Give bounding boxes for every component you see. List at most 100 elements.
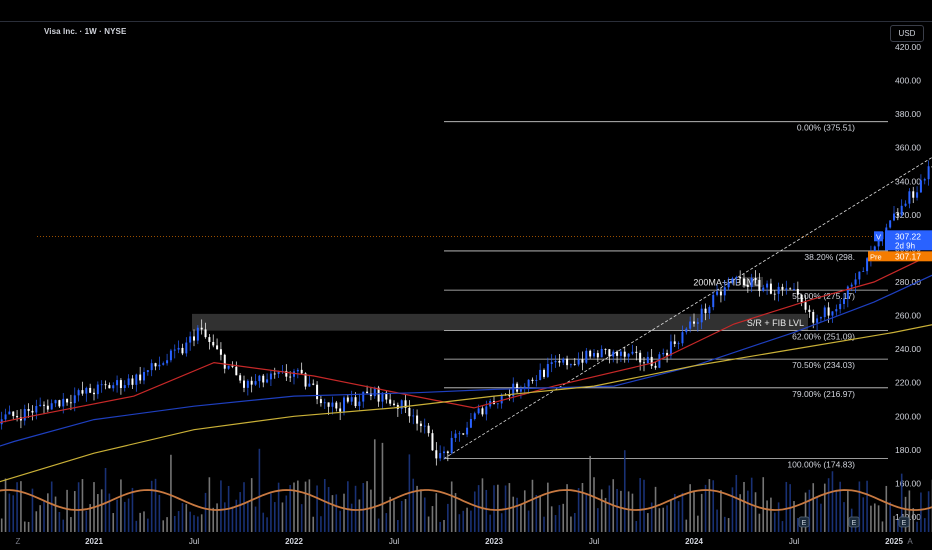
candle-body bbox=[319, 399, 322, 404]
candle-body bbox=[746, 285, 749, 287]
candle-body bbox=[358, 401, 361, 407]
volume-bar bbox=[270, 493, 272, 532]
candle-body bbox=[216, 345, 219, 350]
candle-body bbox=[550, 362, 553, 365]
volume-bar bbox=[300, 504, 303, 532]
volume-bar bbox=[262, 512, 265, 532]
y-tick-label: 220.00 bbox=[895, 378, 921, 388]
candle-body bbox=[850, 284, 853, 287]
volume-bar bbox=[54, 496, 57, 532]
volume-bar bbox=[197, 516, 199, 532]
x-tick-label: 2023 bbox=[485, 537, 503, 546]
candle-body bbox=[900, 205, 903, 216]
candle-body bbox=[8, 411, 11, 415]
candle-body bbox=[393, 403, 395, 405]
candle-body bbox=[169, 350, 172, 361]
earnings-marker[interactable] bbox=[898, 516, 910, 528]
candle-body bbox=[731, 278, 734, 283]
candle-body bbox=[585, 350, 588, 363]
volume-bar bbox=[347, 481, 349, 532]
candle-body bbox=[546, 364, 549, 377]
candle-body bbox=[23, 409, 26, 421]
volume-bar bbox=[247, 502, 249, 532]
volume-bar bbox=[658, 508, 661, 532]
volume-bar bbox=[127, 498, 130, 532]
volume-bar bbox=[454, 493, 457, 532]
volume-bar bbox=[370, 489, 372, 532]
earnings-marker-label: E bbox=[902, 520, 907, 527]
volume-bar bbox=[204, 492, 207, 532]
candle-body bbox=[296, 369, 299, 372]
volume-bar bbox=[339, 510, 341, 532]
candle-body bbox=[193, 336, 195, 341]
candle-body bbox=[769, 283, 772, 294]
moving-average-line bbox=[0, 324, 932, 483]
volume-bar bbox=[900, 473, 903, 532]
volume-bar bbox=[216, 503, 218, 532]
candle-body bbox=[823, 307, 826, 318]
volume-bar bbox=[404, 499, 407, 532]
candle-body bbox=[743, 278, 745, 286]
volume-bar bbox=[143, 511, 145, 532]
candle-body bbox=[866, 258, 869, 272]
volume-bar bbox=[597, 508, 599, 532]
volume-bar bbox=[773, 512, 776, 532]
volume-bar bbox=[189, 511, 191, 532]
volume-bar bbox=[139, 512, 141, 532]
volume-bar bbox=[608, 485, 611, 532]
volume-bar bbox=[470, 510, 472, 532]
volume-bar bbox=[831, 471, 834, 532]
volume-bar bbox=[662, 507, 665, 532]
volume-bar bbox=[327, 487, 330, 532]
volume-bar bbox=[547, 482, 549, 532]
volume-bar bbox=[847, 490, 849, 532]
volume-bar bbox=[193, 515, 195, 532]
candle-body bbox=[662, 352, 665, 355]
earnings-marker[interactable] bbox=[848, 516, 860, 528]
volume-bar bbox=[31, 488, 34, 532]
candle-body bbox=[173, 349, 176, 351]
volume-bar bbox=[297, 480, 299, 532]
volume-bar bbox=[604, 497, 607, 532]
candle-body bbox=[116, 380, 119, 386]
candle-body bbox=[346, 397, 349, 402]
volume-bar bbox=[793, 501, 795, 532]
fib-level-label: 70.50% (234.03) bbox=[792, 360, 855, 370]
volume-bar bbox=[927, 491, 930, 532]
zone-label: S/R + FIB LVL bbox=[747, 318, 804, 328]
y-tick-label: 400.00 bbox=[895, 76, 921, 86]
candle-body bbox=[646, 356, 649, 364]
candle-body bbox=[162, 363, 165, 365]
volume-bar bbox=[173, 515, 176, 532]
candle-body bbox=[54, 400, 57, 404]
earnings-marker[interactable] bbox=[798, 516, 810, 528]
volume-bar bbox=[312, 516, 315, 532]
candle-body bbox=[269, 373, 272, 380]
volume-bar bbox=[308, 479, 311, 532]
volume-bar bbox=[354, 485, 357, 532]
volume-bar bbox=[208, 477, 211, 532]
candle-body bbox=[377, 387, 380, 402]
fib-level-label: 38.20% (298. bbox=[804, 252, 855, 262]
candle-body bbox=[681, 332, 684, 344]
volume-bar bbox=[235, 499, 238, 532]
candle-body bbox=[343, 397, 345, 412]
volume-bar bbox=[462, 510, 465, 532]
x-tick-label: 2024 bbox=[685, 537, 703, 546]
pre-price-tag bbox=[888, 251, 932, 262]
volume-bar bbox=[350, 503, 353, 532]
candle-body bbox=[46, 405, 49, 410]
volume-bar bbox=[785, 481, 788, 532]
volume-bar bbox=[512, 496, 515, 532]
volume-bar bbox=[581, 482, 584, 532]
last-price-tag bbox=[885, 230, 932, 251]
currency-button[interactable]: USD bbox=[890, 25, 924, 42]
volume-bar bbox=[643, 479, 645, 532]
volume-bar bbox=[358, 499, 361, 532]
candle-body bbox=[785, 288, 788, 290]
candle-body bbox=[819, 317, 822, 319]
volume-bar bbox=[150, 480, 153, 532]
volume-bar bbox=[489, 514, 491, 532]
candle-body bbox=[566, 358, 569, 366]
